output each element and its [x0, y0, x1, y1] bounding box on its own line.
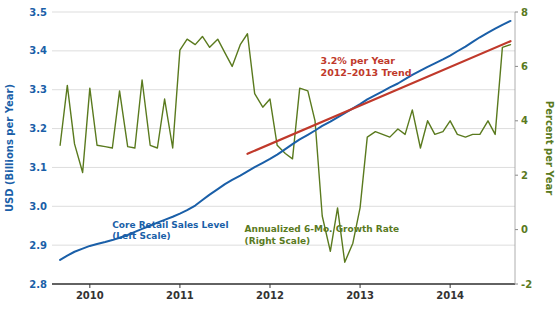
x-tick-label: 2011 — [166, 290, 194, 301]
x-tick-label: 2013 — [346, 290, 374, 301]
chart: 2.8 2.9 3.0 3.1 3.2 3.3 3.4 3.5 -2 0 2 4 6 8 2010 2011 2… — [0, 0, 560, 311]
y2-tick-label: 0 — [521, 224, 528, 235]
grid-line — [52, 89, 515, 90]
y2-tick — [515, 175, 518, 176]
y-tick-label: 2.8 — [29, 279, 47, 290]
series-line — [60, 21, 510, 260]
y-axis-label: USD (Billions per Year) — [4, 84, 15, 212]
grid — [52, 12, 515, 284]
grid-line — [52, 284, 515, 285]
y-tick-label: 3.4 — [29, 45, 47, 56]
grid-line — [52, 12, 515, 13]
y2-tick-label: 6 — [521, 61, 528, 72]
annotation-line: (Left Scale) — [112, 231, 171, 241]
y2-tick — [515, 12, 518, 13]
grid-line — [52, 167, 515, 168]
grid-line — [52, 206, 515, 207]
y2-tick-label: 8 — [521, 7, 528, 18]
y-tick-label: 2.9 — [29, 240, 47, 251]
x-tick-label: 2014 — [436, 290, 464, 301]
grid-line — [52, 50, 515, 51]
y-tick-label: 3.1 — [29, 162, 47, 173]
annotation-line: Core Retail Sales Level — [112, 220, 228, 230]
y-tick-label: 3.5 — [29, 7, 47, 18]
y2-tick — [515, 120, 518, 121]
annotation: Core Retail Sales Level(Left Scale) — [112, 220, 228, 242]
x-tick-label: 2010 — [76, 290, 104, 301]
y-tick-label: 3.0 — [29, 201, 47, 212]
annotation: Annualized 6-Mo. Growth Rate (Right Scale… — [245, 224, 400, 246]
y-tick-label: 3.3 — [29, 84, 47, 95]
annotation: 3.2% per Year2012–2013 Trend — [321, 55, 412, 78]
annotation-line: Annualized 6-Mo. Growth Rate — [245, 224, 400, 234]
y2-axis-label: Percent per Year — [544, 101, 555, 195]
y2-tick-label: 4 — [521, 115, 528, 126]
plot-area — [60, 21, 510, 262]
y2-axis-line — [515, 12, 516, 284]
y2-tick — [515, 66, 518, 67]
y2-tick — [515, 229, 518, 230]
x-tick-label: 2012 — [256, 290, 284, 301]
y2-tick — [515, 284, 518, 285]
annotation-line: (Right Scale) — [245, 236, 311, 246]
annotation-line: 2012–2013 Trend — [321, 67, 412, 78]
y2-tick-label: 2 — [521, 170, 528, 181]
y2-tick-label: -2 — [521, 279, 532, 290]
x-axis-line — [52, 283, 515, 285]
series-line — [247, 41, 510, 154]
annotation-line: 3.2% per Year — [321, 55, 396, 66]
y-tick-label: 3.2 — [29, 123, 47, 134]
